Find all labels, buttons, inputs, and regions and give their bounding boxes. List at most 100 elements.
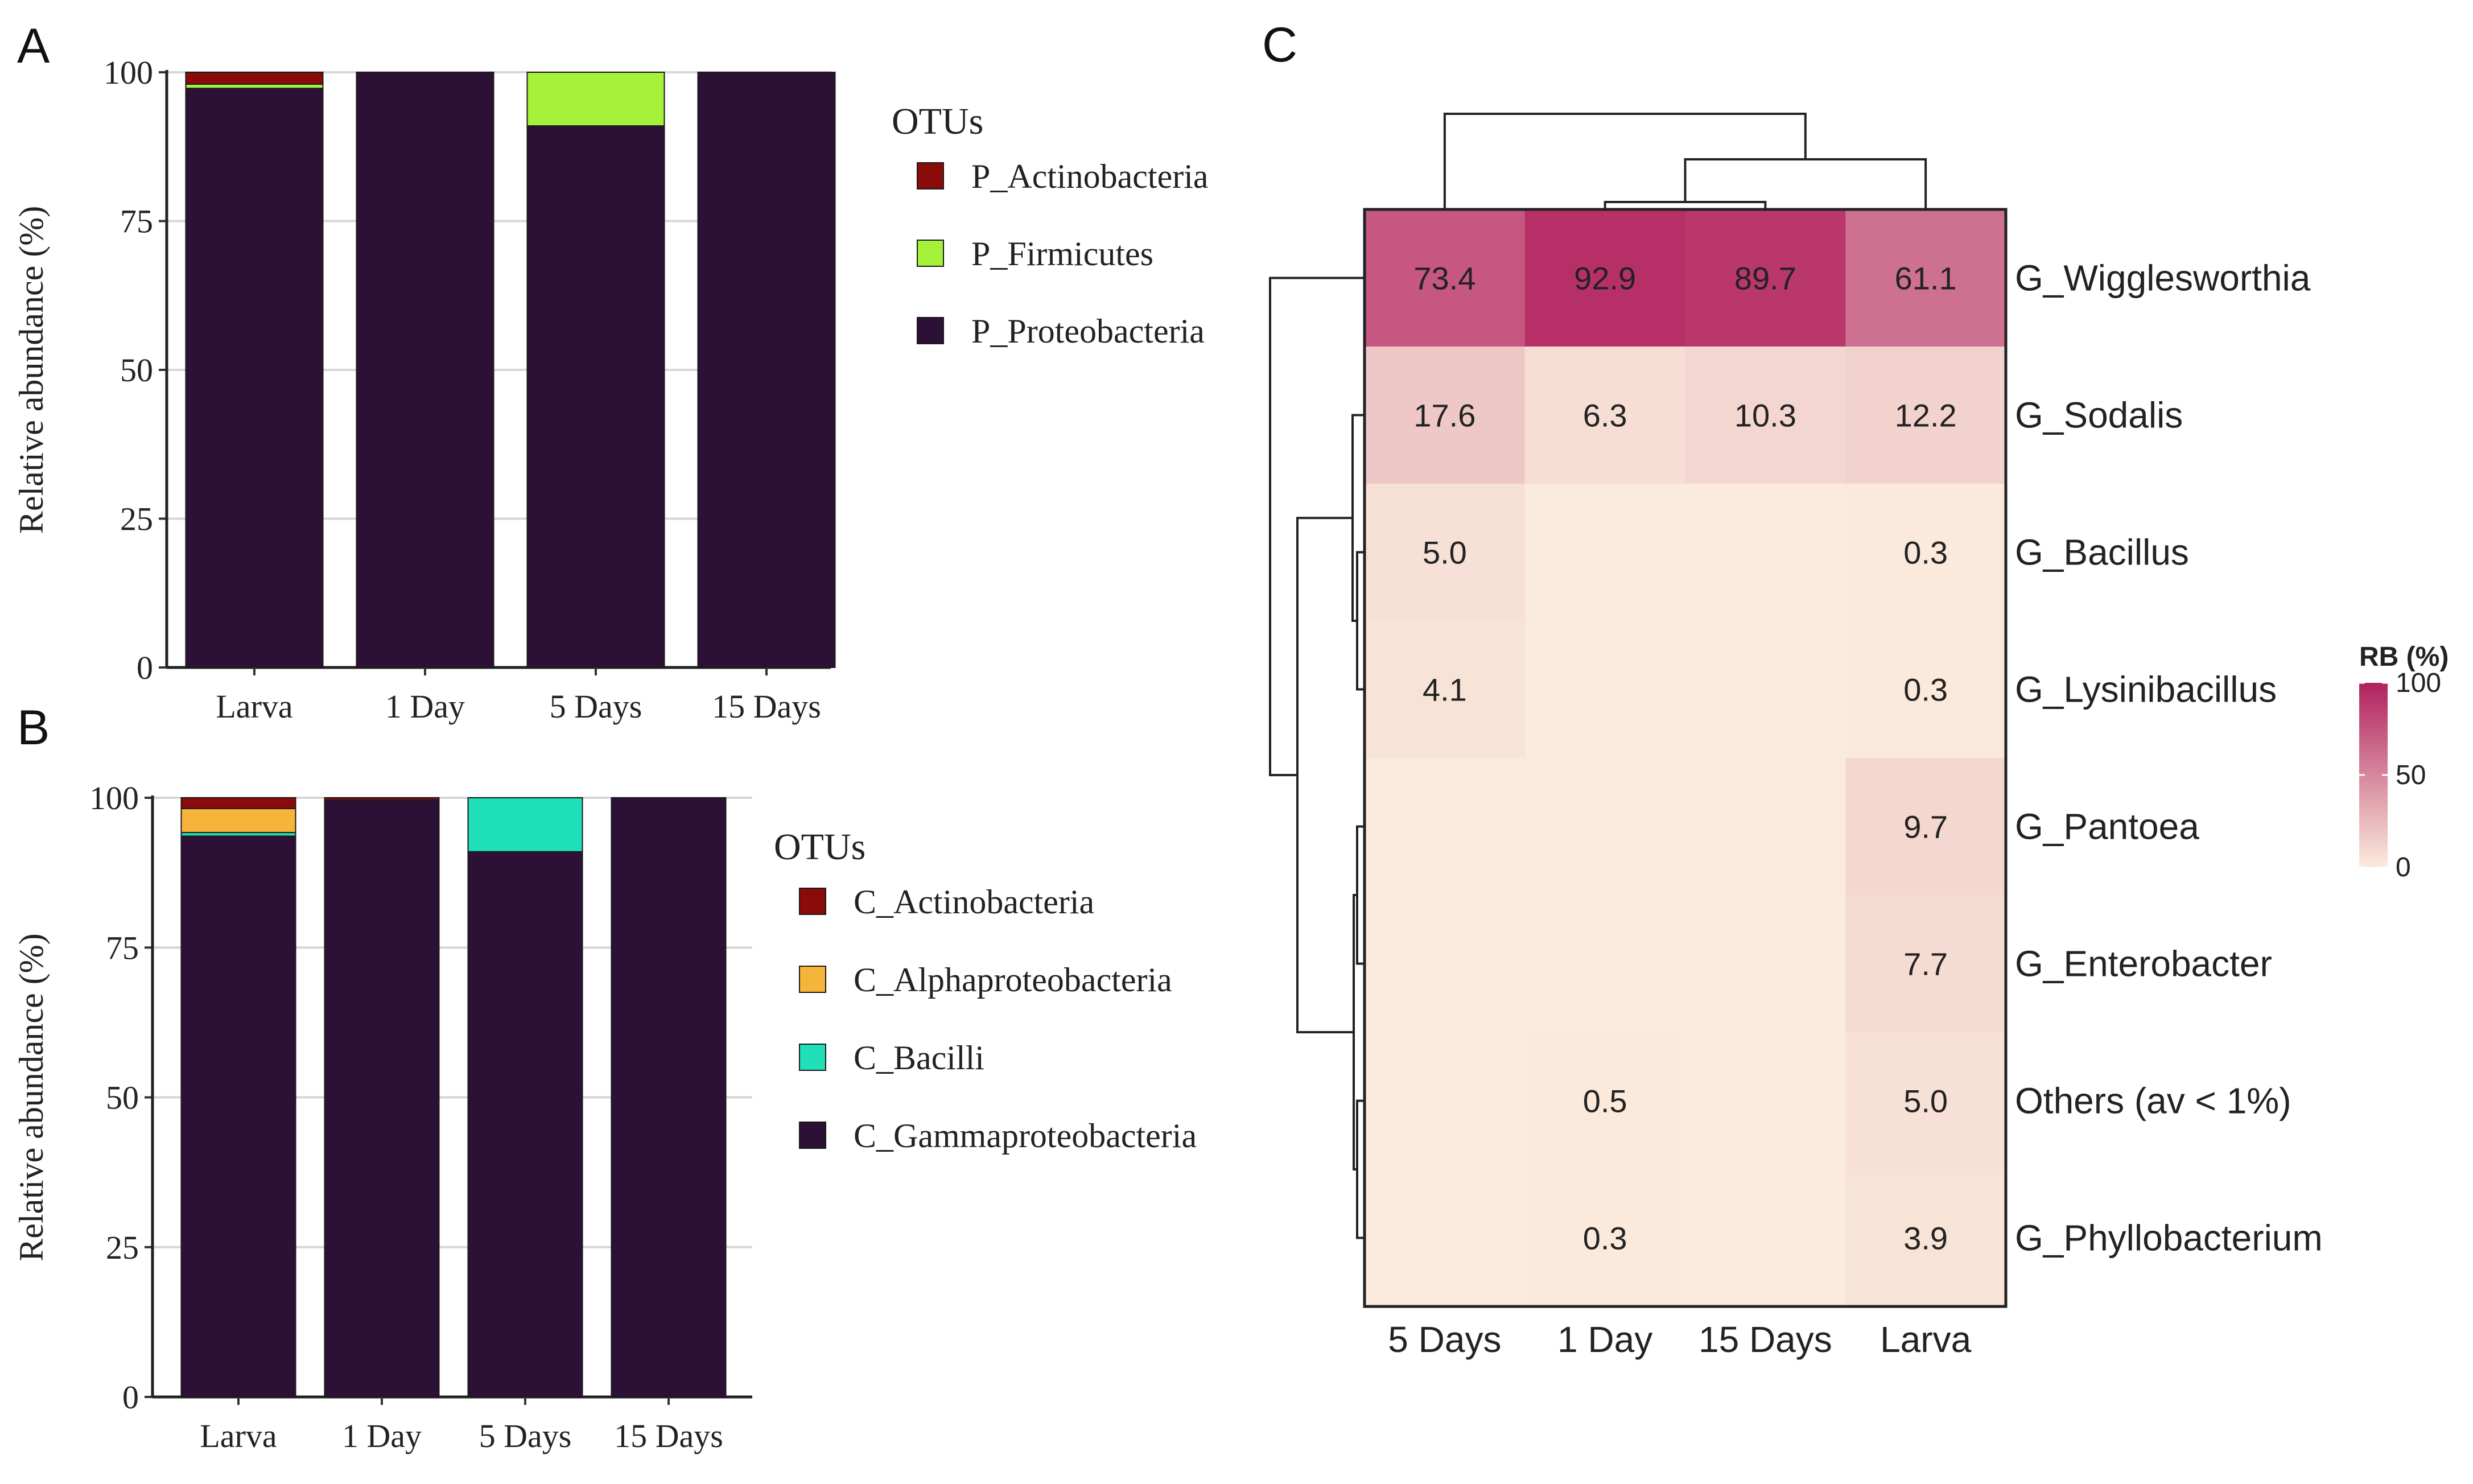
cell-label: 3.9 xyxy=(1903,1221,1948,1256)
heatmap-cell-g-bacillus-15-days xyxy=(1685,484,1846,621)
y-tick-label: 75 xyxy=(106,929,139,966)
y-tick-label: 50 xyxy=(106,1079,139,1116)
colorbar-title: RB (%) xyxy=(2359,642,2449,672)
y-tick-label: 50 xyxy=(120,352,153,389)
row-dendrogram xyxy=(1269,277,1365,1239)
row-label-others-av-1: Others (av < 1%) xyxy=(2015,1081,2291,1122)
heatmap-cell-g-wigglesworthia-15-days xyxy=(1685,209,1846,347)
heatmap-cell-g-sodalis-5-days xyxy=(1365,347,1526,484)
heatmap-border xyxy=(1363,208,2008,1308)
colorbar-tick-label: 100 xyxy=(2396,668,2441,698)
heatmap-cell-g-enterobacter-5-days xyxy=(1365,895,1526,1033)
heatmap-cell-g-bacillus-1-day xyxy=(1524,484,1685,621)
heatmap-cell-others-av-1-15-days xyxy=(1685,1032,1846,1170)
cell-label: 61.1 xyxy=(1895,261,1957,296)
dendrogram-branch xyxy=(1296,517,1354,1033)
colorbar-tick-label: 0 xyxy=(2396,852,2411,883)
bar-segment-c-gammaproteobacteria-1-day xyxy=(324,799,440,1398)
column-dendrogram xyxy=(1443,113,1927,209)
bar-segment-c-bacilli-5-days xyxy=(467,797,583,852)
y-tick-label: 100 xyxy=(104,54,153,91)
x-tick-label: 15 Days xyxy=(614,1417,723,1454)
x-tick-label: Larva xyxy=(200,1417,277,1454)
row-label-g-lysinibacillus: G_Lysinibacillus xyxy=(2015,669,2277,710)
y-axis-label: Relative abundance (%) xyxy=(13,206,50,534)
bar-segment-p-proteobacteria-larva xyxy=(185,88,324,668)
heatmap-cell-g-enterobacter-1-day xyxy=(1524,895,1685,1033)
row-label-g-enterobacter: G_Enterobacter xyxy=(2015,943,2272,984)
y-tick-label: 75 xyxy=(120,203,153,240)
bar-segment-p-actinobacteria-larva xyxy=(185,72,324,85)
legend-entry-p-firmicutes: P_Firmicutes xyxy=(971,235,1153,273)
row-label-g-wigglesworthia: G_Wigglesworthia xyxy=(2015,258,2311,299)
bar-segment-p-firmicutes-larva xyxy=(185,83,324,89)
legend-swatch-p-firmicutes xyxy=(917,240,944,267)
x-tick-label: 5 Days xyxy=(479,1417,572,1454)
x-tick-label: Larva xyxy=(216,688,292,725)
cell-label: 73.4 xyxy=(1413,261,1475,296)
legend-swatch-c-actinobacteria xyxy=(799,888,826,915)
cell-label: 4.1 xyxy=(1423,672,1467,708)
heatmap-cell-g-bacillus-5-days xyxy=(1365,484,1526,621)
heatmap-cell-g-phyllobacterium-larva xyxy=(1845,1169,2006,1307)
y-tick-label: 0 xyxy=(137,649,153,686)
panel-c: C 73.4 92.9 89.7 61.1 G_Wigglesworthia 17.6 6.3… xyxy=(1262,18,2449,1360)
bar-segment-c-alphaproteobacteria-larva xyxy=(180,807,296,834)
panel-label: B xyxy=(17,700,50,755)
y-tick-label: 25 xyxy=(106,1229,139,1266)
panel-b: B 0 25 50 75 100 Relative abundance (%) Larva 1 … xyxy=(13,700,1197,1454)
colorbar-tick-label: 50 xyxy=(2396,760,2426,790)
bar-segment-p-proteobacteria-1-day xyxy=(356,72,494,668)
heatmap-cell-g-sodalis-larva xyxy=(1845,347,2006,484)
heatmap-cell-others-av-1-5-days xyxy=(1365,1032,1526,1170)
cell-label: 92.9 xyxy=(1574,261,1636,296)
cell-label: 12.2 xyxy=(1895,398,1957,434)
heatmap-cell-g-lysinibacillus-15-days xyxy=(1685,621,1846,759)
bar-segment-c-gammaproteobacteria-15-days xyxy=(611,797,727,1398)
x-tick-label: 15 Days xyxy=(712,688,821,725)
heatmap-cell-others-av-1-larva xyxy=(1845,1032,2006,1170)
heatmap-cell-g-wigglesworthia-5-days xyxy=(1365,209,1526,347)
bar-segment-p-proteobacteria-5-days xyxy=(526,125,665,668)
row-label-g-phyllobacterium: G_Phyllobacterium xyxy=(2015,1218,2323,1259)
bar-segment-c-gammaproteobacteria-larva xyxy=(180,835,296,1398)
heatmap-cell-g-lysinibacillus-1-day xyxy=(1524,621,1685,759)
column-label-larva: Larva xyxy=(1880,1319,1972,1360)
legend-entry-c-bacilli: C_Bacilli xyxy=(854,1039,984,1077)
legend-entry-c-alphaproteobacteria: C_Alphaproteobacteria xyxy=(854,961,1172,999)
heatmap-cell-g-pantoea-larva xyxy=(1845,758,2006,896)
cell-label: 7.7 xyxy=(1903,946,1948,982)
heatmap-cell-g-phyllobacterium-1-day xyxy=(1524,1169,1685,1307)
heatmap-cell-g-lysinibacillus-5-days xyxy=(1365,621,1526,759)
legend-entry-p-proteobacteria: P_Proteobacteria xyxy=(971,312,1205,350)
heatmap-cell-others-av-1-1-day xyxy=(1524,1032,1685,1170)
column-label-1-day: 1 Day xyxy=(1557,1319,1652,1360)
cell-label: 6.3 xyxy=(1583,398,1627,434)
bar-segment-c-gammaproteobacteria-5-days xyxy=(467,851,583,1398)
x-tick-label: 5 Days xyxy=(550,688,642,725)
bar-segment-p-proteobacteria-15-days xyxy=(697,72,836,668)
cell-label: 0.3 xyxy=(1583,1221,1627,1256)
legend-swatch-c-bacilli xyxy=(799,1044,826,1071)
cell-label: 0.3 xyxy=(1903,672,1948,708)
heatmap-cell-g-enterobacter-larva xyxy=(1845,895,2006,1033)
panel-label: A xyxy=(17,19,50,73)
row-label-g-pantoea: G_Pantoea xyxy=(2015,806,2199,847)
x-tick-label: 1 Day xyxy=(385,688,465,725)
heatmap-cell-g-phyllobacterium-15-days xyxy=(1685,1169,1846,1307)
cell-label: 17.6 xyxy=(1413,398,1475,434)
cell-label: 5.0 xyxy=(1423,535,1467,571)
heatmap-cell-g-sodalis-15-days xyxy=(1685,347,1846,484)
row-label-g-sodalis: G_Sodalis xyxy=(2015,395,2183,436)
x-tick-label: 1 Day xyxy=(342,1417,422,1454)
legend-swatch-p-proteobacteria xyxy=(917,317,944,344)
heatmap-cell-g-enterobacter-15-days xyxy=(1685,895,1846,1033)
heatmap-cell-g-pantoea-1-day xyxy=(1524,758,1685,896)
cell-label: 5.0 xyxy=(1903,1083,1948,1119)
column-label-5-days: 5 Days xyxy=(1388,1319,1501,1360)
y-tick-label: 0 xyxy=(122,1379,139,1416)
legend-entry-p-actinobacteria: P_Actinobacteria xyxy=(971,158,1209,195)
heatmap-cell-g-lysinibacillus-larva xyxy=(1845,621,2006,759)
row-label-g-bacillus: G_Bacillus xyxy=(2015,532,2189,573)
